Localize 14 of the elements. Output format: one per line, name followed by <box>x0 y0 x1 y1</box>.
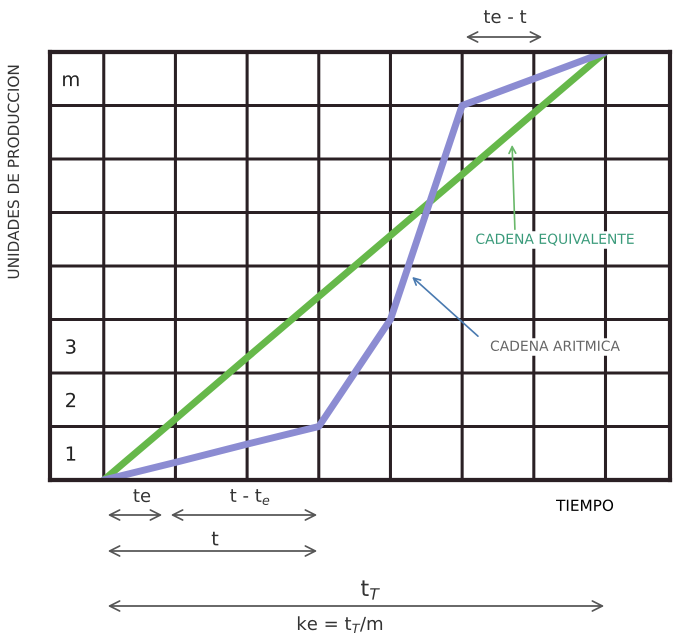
y-axis-title: UNIDADES DE PRODUCCION <box>8 66 20 278</box>
annotation: CADENA EQUIVALENTE <box>476 234 634 246</box>
text: te <box>133 489 150 502</box>
text: t - t$_{e}$ <box>230 489 270 505</box>
annotation: CADENA ARITMICA <box>490 340 620 352</box>
text: t <box>212 532 218 546</box>
y-tick-label: 1 <box>66 446 76 461</box>
y-tick-label: 3 <box>66 339 76 354</box>
x-axis-title: TIEMPO <box>556 500 614 512</box>
y-tick-label: m <box>63 75 79 86</box>
y-tick-label: 2 <box>66 392 76 408</box>
text: ke = t$_{T}$/m <box>298 616 382 633</box>
text: t$_{T}$ <box>361 580 380 600</box>
text: te - t <box>484 10 526 24</box>
